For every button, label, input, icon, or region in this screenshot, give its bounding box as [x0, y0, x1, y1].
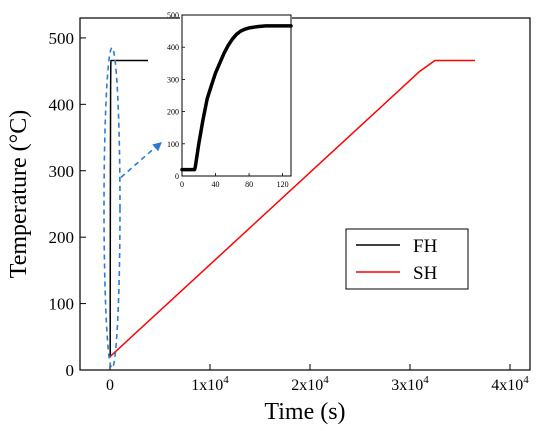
inset-y-tick-label: 200 — [167, 108, 179, 117]
main-x-tick-label: 1x104 — [191, 374, 229, 394]
main-x-tick-label: 2x104 — [291, 374, 329, 394]
main-plot-frame — [79, 17, 531, 371]
highlight-ellipse — [103, 47, 121, 369]
main-x-tick-label: 4x104 — [491, 374, 529, 394]
inset-y-tick-label: 400 — [167, 43, 179, 52]
highlight-arrow — [120, 144, 159, 178]
inset-series-group — [180, 24, 293, 172]
legend-label-fh: FH — [413, 236, 438, 257]
main-y-tick-label: 400 — [49, 95, 75, 114]
series-line-fh — [109, 59, 148, 358]
main-series-group — [109, 59, 475, 358]
inset-x-tick-label: 40 — [212, 180, 220, 189]
main-y-axis: 0 100 200 300 400 500 — [49, 29, 86, 380]
highlight-arrowhead — [152, 142, 162, 152]
main-y-tick-label: 200 — [49, 228, 75, 247]
inset-x-tick-label: 80 — [245, 180, 253, 189]
inset-chart: 0 100 200 300 400 500 0 40 80 120 — [167, 11, 293, 189]
main-y-tick-label: 100 — [49, 295, 75, 314]
x-axis-title: Time (s) — [264, 399, 345, 425]
y-axis-title: Temperature (°C) — [6, 110, 32, 279]
inset-y-tick-label: 500 — [167, 11, 179, 20]
series-line-sh — [109, 59, 475, 358]
main-x-tick-label: 0 — [106, 377, 114, 394]
inset-y-tick-label: 300 — [167, 75, 179, 84]
inset-x-tick-label: 0 — [180, 180, 184, 189]
inset-frame — [181, 14, 292, 177]
inset-y-tick-label: 100 — [167, 140, 179, 149]
legend-box — [345, 228, 469, 290]
inset-y-axis: 0 100 200 300 400 500 — [167, 11, 185, 181]
main-y-tick-label: 500 — [49, 29, 75, 48]
legend-label-sh: SH — [413, 263, 438, 284]
inset-x-tick-label: 120 — [277, 180, 289, 189]
main-x-axis: 0 1x104 2x104 3x104 4x104 — [106, 364, 529, 394]
main-y-tick-label: 0 — [66, 361, 75, 380]
inset-x-axis: 0 40 80 120 — [180, 173, 289, 189]
main-x-tick-label: 3x104 — [391, 374, 429, 394]
legend: FH SH — [345, 228, 469, 290]
inset-y-tick-label: 0 — [175, 172, 179, 181]
inset-series-line — [180, 24, 293, 172]
main-y-tick-label: 300 — [49, 162, 75, 181]
